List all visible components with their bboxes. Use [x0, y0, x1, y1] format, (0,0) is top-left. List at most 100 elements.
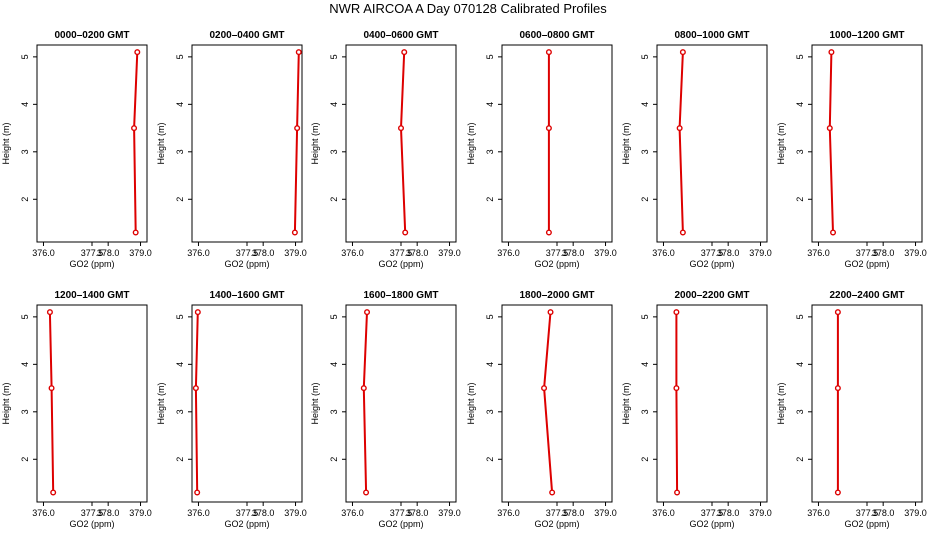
profile-point [834, 385, 841, 392]
profile-point [401, 49, 408, 56]
y-tick-label: 3 [640, 149, 650, 154]
y-tick-label: 4 [795, 102, 805, 107]
x-tick-label: 376.0 [497, 508, 520, 518]
x-tick-label: 376.0 [807, 248, 830, 258]
y-tick-label: 2 [20, 197, 30, 202]
profile-point [545, 229, 552, 236]
y-tick-label: 2 [485, 197, 495, 202]
profile-point [826, 125, 833, 132]
profile-point [545, 125, 552, 132]
x-axis-label: GO2 (ppm) [844, 259, 889, 269]
panel-title: 1800–2000 GMT [519, 290, 594, 301]
x-tick-label: 377.5 [390, 248, 413, 258]
y-tick-label: 2 [20, 457, 30, 462]
y-tick-label: 2 [329, 197, 339, 202]
x-tick-label: 379.0 [904, 248, 927, 258]
profile-line [48, 312, 55, 493]
profile-point [194, 489, 201, 496]
profile-point [679, 229, 686, 236]
x-tick-label: 378.0 [872, 248, 895, 258]
x-tick-label: 378.0 [252, 248, 275, 258]
x-tick-label: 376.0 [807, 508, 830, 518]
x-axis-label: GO2 (ppm) [378, 519, 423, 529]
y-tick-label: 2 [795, 197, 805, 202]
y-axis-label: Height (m) [621, 382, 631, 424]
x-tick-label: 377.5 [856, 248, 879, 258]
y-axis-label: Height (m) [156, 382, 166, 424]
y-tick-label: 4 [175, 102, 185, 107]
x-tick-label: 376.0 [652, 508, 675, 518]
x-tick-label: 378.0 [717, 248, 740, 258]
panel-title: 1000–1200 GMT [829, 30, 904, 41]
x-tick-label: 377.5 [81, 248, 104, 258]
profile-point [398, 125, 405, 132]
profile-point [291, 229, 298, 236]
profile-line [543, 312, 554, 493]
x-tick-label: 379.0 [129, 248, 152, 258]
profile-point [46, 309, 53, 316]
x-axis-label: GO2 (ppm) [844, 519, 889, 529]
plot-frame [191, 304, 303, 503]
profile-line [194, 312, 199, 493]
profile-point [134, 49, 141, 56]
profile-point [673, 309, 680, 316]
y-tick-label: 3 [795, 149, 805, 154]
y-tick-label: 2 [485, 457, 495, 462]
y-tick-label: 3 [795, 409, 805, 414]
profile-point [541, 385, 548, 392]
y-tick-label: 4 [329, 102, 339, 107]
y-tick-label: 4 [795, 362, 805, 367]
y-tick-label: 2 [795, 457, 805, 462]
plot-frame [656, 304, 768, 503]
y-axis-label: Height (m) [310, 122, 320, 164]
y-tick-label: 3 [20, 409, 30, 414]
plot-frame [345, 304, 457, 503]
y-axis-label: Height (m) [776, 122, 786, 164]
profile-line [362, 312, 368, 493]
x-tick-label: 379.0 [594, 248, 617, 258]
profile-line [675, 312, 679, 493]
y-axis-label: Height (m) [621, 122, 631, 164]
y-tick-label: 3 [175, 409, 185, 414]
y-tick-label: 2 [640, 457, 650, 462]
y-tick-label: 2 [175, 457, 185, 462]
profile-point [834, 309, 841, 316]
y-tick-label: 5 [640, 314, 650, 319]
page-title: NWR AIRCOA A Day 070128 Calibrated Profi… [329, 1, 607, 16]
x-tick-label: 379.0 [129, 508, 152, 518]
x-tick-label: 378.0 [406, 508, 429, 518]
y-tick-label: 3 [175, 149, 185, 154]
profile-point [294, 125, 301, 132]
x-tick-label: 377.5 [701, 248, 724, 258]
profile-line [399, 52, 407, 233]
y-tick-label: 2 [175, 197, 185, 202]
y-tick-label: 3 [640, 409, 650, 414]
profile-line [678, 52, 684, 233]
y-tick-label: 5 [175, 54, 185, 59]
x-tick-label: 377.5 [236, 248, 259, 258]
panel-title: 2000–2200 GMT [674, 290, 749, 301]
panel-title: 0800–1000 GMT [674, 30, 749, 41]
x-tick-label: 379.0 [284, 248, 307, 258]
x-axis-label: GO2 (ppm) [378, 259, 423, 269]
x-tick-label: 379.0 [594, 508, 617, 518]
x-axis-label: GO2 (ppm) [689, 519, 734, 529]
panel-title: 0600–0800 GMT [519, 30, 594, 41]
y-tick-label: 5 [795, 54, 805, 59]
x-tick-label: 378.0 [717, 508, 740, 518]
profile-point [545, 49, 552, 56]
x-tick-label: 376.0 [652, 248, 675, 258]
y-tick-label: 5 [20, 54, 30, 59]
profile-point [360, 385, 367, 392]
y-tick-label: 2 [640, 197, 650, 202]
x-tick-label: 378.0 [872, 508, 895, 518]
y-tick-label: 5 [485, 314, 495, 319]
y-tick-label: 4 [640, 102, 650, 107]
x-tick-label: 376.0 [32, 508, 55, 518]
panel-title: 0200–0400 GMT [209, 30, 284, 41]
profile-point [364, 309, 371, 316]
profile-line [133, 52, 139, 233]
profile-point [295, 49, 302, 56]
plot-frame [811, 44, 923, 243]
